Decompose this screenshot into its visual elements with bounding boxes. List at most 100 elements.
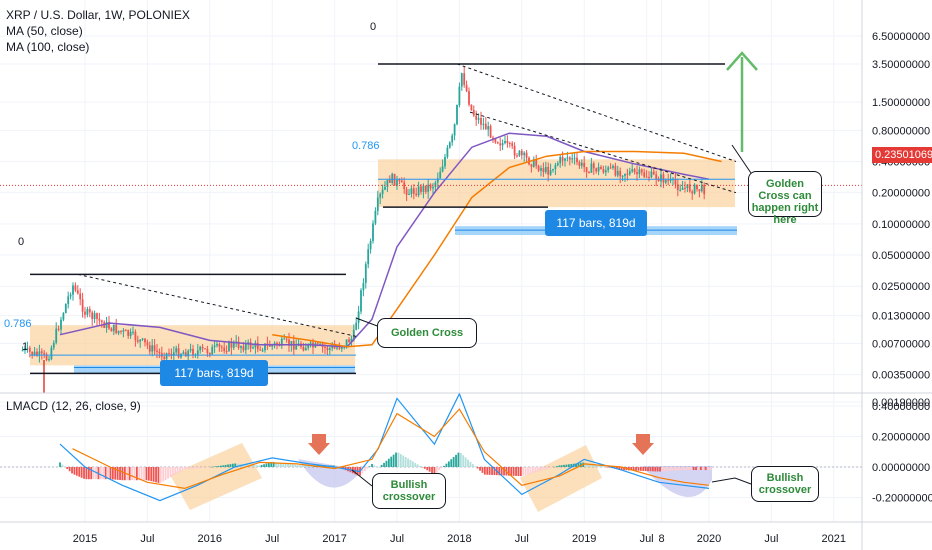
macd-histogram-bar: [462, 455, 465, 467]
macd-histogram-bar: [584, 462, 587, 467]
macd-histogram-bar: [661, 467, 664, 472]
macd-histogram-bar: [299, 465, 301, 467]
macd-histogram-bar: [500, 467, 503, 476]
candle-body: [703, 184, 706, 195]
macd-histogram-bar: [459, 453, 462, 467]
macd-histogram-bar: [80, 467, 83, 478]
macd-histogram-bar: [642, 467, 645, 471]
macd-histogram-bar: [195, 467, 198, 469]
candle-body: [84, 311, 86, 315]
fib-786-label-left: 0.786: [4, 318, 32, 330]
candle-body: [516, 155, 518, 157]
candle-body: [638, 169, 641, 175]
candle-body: [211, 347, 214, 355]
candle-body: [153, 345, 156, 351]
candle-body: [475, 115, 478, 120]
candle-body: [31, 351, 34, 356]
candle-body: [206, 348, 209, 353]
macd-histogram-bar: [83, 467, 85, 479]
y-tick-label: 0.20000000: [872, 188, 930, 200]
green-up-arrow-head: [726, 51, 758, 71]
candle-body: [350, 338, 353, 343]
candle-body: [278, 345, 281, 347]
candle-body: [583, 162, 586, 168]
candle-body: [684, 187, 686, 189]
candle-body: [513, 146, 516, 156]
macd-histogram-bar: [443, 465, 445, 467]
macd-histogram-bar: [335, 466, 337, 467]
candle-body: [240, 346, 242, 348]
current-price-badge: 0.23501069: [872, 147, 932, 163]
candle-body: [96, 313, 98, 319]
macd-histogram-bar: [620, 467, 623, 471]
candle-body: [657, 179, 660, 182]
macd-histogram-bar: [450, 459, 453, 467]
candle-body: [331, 346, 334, 349]
candle-body: [266, 343, 269, 345]
candle-body: [480, 118, 482, 125]
candle-body: [477, 118, 480, 120]
macd-histogram-bar: [464, 457, 467, 467]
y-tick-label: 0.80000000: [872, 125, 930, 137]
macd-histogram-bar: [133, 467, 136, 481]
candle-body: [451, 135, 454, 143]
candle-body: [636, 172, 638, 175]
candle-body: [396, 179, 398, 186]
candle-body: [556, 163, 559, 166]
candle-body: [204, 348, 206, 350]
y-tick-label: 1.50000000: [872, 97, 930, 109]
candle-body: [388, 179, 391, 183]
candle-body: [146, 342, 149, 346]
candle-body: [124, 330, 127, 332]
macd-histogram-bar: [260, 464, 263, 467]
candle-body: [679, 189, 682, 191]
macd-histogram-bar: [380, 464, 383, 467]
candle-body: [136, 340, 139, 342]
candle-body: [554, 165, 557, 169]
trendline-right-lower: [469, 111, 737, 194]
candle-body: [460, 73, 463, 87]
candle-body: [446, 147, 449, 158]
candle-body: [307, 344, 310, 349]
macd-histogram-bar: [447, 461, 450, 467]
macd-histogram-bar: [615, 467, 618, 470]
candle-body: [530, 164, 533, 167]
candle-body: [223, 347, 226, 352]
macd-histogram-bar: [639, 467, 642, 471]
macd-histogram-bar: [75, 467, 78, 476]
macd-histogram-bar: [623, 467, 625, 471]
fib-one-label-left: 1: [22, 341, 28, 353]
candle-body: [492, 137, 494, 139]
macd-histogram-bar: [587, 463, 589, 467]
macd-histogram-bar: [116, 467, 119, 480]
macd-histogram-bar: [486, 467, 489, 475]
macd-histogram-bar: [697, 467, 700, 471]
candle-body: [295, 345, 298, 350]
candle-body: [621, 175, 624, 177]
candle-body: [549, 170, 552, 175]
macd-histogram-bar: [603, 466, 606, 468]
macd-histogram-bar: [632, 467, 635, 471]
candle-body: [290, 341, 293, 346]
macd-histogram-bar: [507, 467, 510, 476]
macd-histogram-bar: [200, 467, 203, 468]
macd-histogram-bar: [191, 467, 193, 469]
candle-body: [386, 179, 389, 187]
candle-body: [391, 173, 394, 183]
macd-histogram-bar: [536, 467, 539, 472]
macd-histogram-bar: [675, 467, 678, 471]
golden-cross-callout: Golden Cross: [377, 318, 477, 348]
candle-body: [573, 157, 576, 159]
macd-histogram-bar: [78, 467, 81, 477]
macd-histogram-bar: [531, 467, 534, 474]
candle-body: [364, 264, 367, 284]
candle-body: [571, 158, 574, 160]
macd-histogram-bar: [68, 467, 71, 472]
macd-histogram-bar: [265, 463, 268, 467]
macd-histogram-bar: [647, 467, 649, 472]
macd-histogram-bar: [277, 462, 280, 467]
macd-histogram-bar: [157, 467, 160, 483]
macd-histogram-bar: [543, 467, 546, 470]
